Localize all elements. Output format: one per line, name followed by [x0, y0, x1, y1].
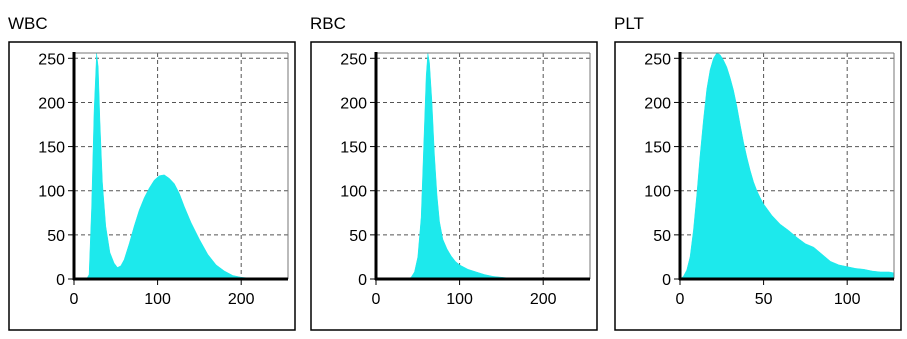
- plot-area: [376, 53, 590, 279]
- x-tick-label: 0: [70, 291, 79, 308]
- chart-title: RBC: [310, 14, 346, 33]
- plt-histogram: 0 50 100 150 200 250 0 50 100: [614, 41, 902, 331]
- y-tick-label: 0: [358, 272, 367, 289]
- histogram-area: [74, 52, 288, 280]
- x-tick-label: 50: [755, 291, 773, 308]
- y-tick-label: 200: [644, 95, 671, 112]
- chart-title: PLT: [614, 14, 644, 33]
- y-tick-label: 150: [38, 140, 65, 157]
- wbc-histogram: 0 50 100 150 200 250 0 100 200: [8, 41, 296, 331]
- x-tick-label: 100: [446, 291, 473, 308]
- y-tick-label: 0: [662, 272, 671, 289]
- y-tick-label: 200: [38, 95, 65, 112]
- y-tick-label: 100: [644, 184, 671, 201]
- plt-panel: PLT 0 50 100 150 200 250 0 50 100: [614, 0, 904, 339]
- y-tick-label: 250: [340, 51, 367, 68]
- y-tick-label: 200: [340, 95, 367, 112]
- y-tick-label: 250: [38, 51, 65, 68]
- y-tick-label: 150: [644, 140, 671, 157]
- y-tick-label: 250: [644, 51, 671, 68]
- x-tick-label: 200: [530, 291, 557, 308]
- wbc-panel: WBC 0 50 100 150 200 250 0 100 200: [8, 0, 298, 339]
- x-tick-label: 100: [144, 291, 171, 308]
- rbc-histogram: 0 50 100 150 200 250 0 100 200: [310, 41, 598, 331]
- x-tick-label: 0: [372, 291, 381, 308]
- x-tick-label: 100: [834, 291, 861, 308]
- y-tick-label: 100: [340, 184, 367, 201]
- chart-title: WBC: [8, 14, 48, 33]
- y-tick-label: 100: [38, 184, 65, 201]
- y-tick-label: 0: [56, 272, 65, 289]
- y-tick-label: 50: [653, 228, 671, 245]
- x-tick-label: 200: [228, 291, 255, 308]
- x-tick-label: 0: [676, 291, 685, 308]
- y-tick-label: 50: [47, 228, 65, 245]
- y-tick-label: 50: [349, 228, 367, 245]
- rbc-panel: RBC 0 50 100 150 200 250 0 100 200: [310, 0, 600, 339]
- histogram-area: [679, 52, 895, 280]
- y-tick-label: 150: [340, 140, 367, 157]
